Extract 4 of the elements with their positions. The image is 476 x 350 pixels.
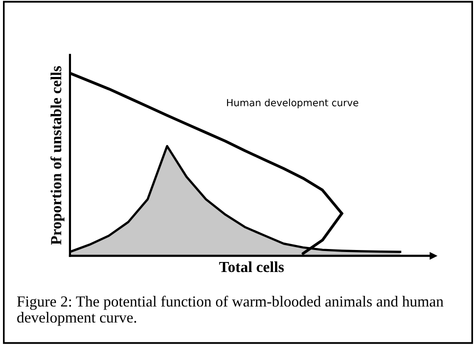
y-axis-title: Proportion of unstable cells (50, 66, 64, 245)
caption: Figure 2: The potential function of warm-blooded animals and human development curve. (17, 296, 444, 326)
text: Human development curve (227, 98, 358, 108)
x-axis-title: Total cells (219, 261, 284, 272)
